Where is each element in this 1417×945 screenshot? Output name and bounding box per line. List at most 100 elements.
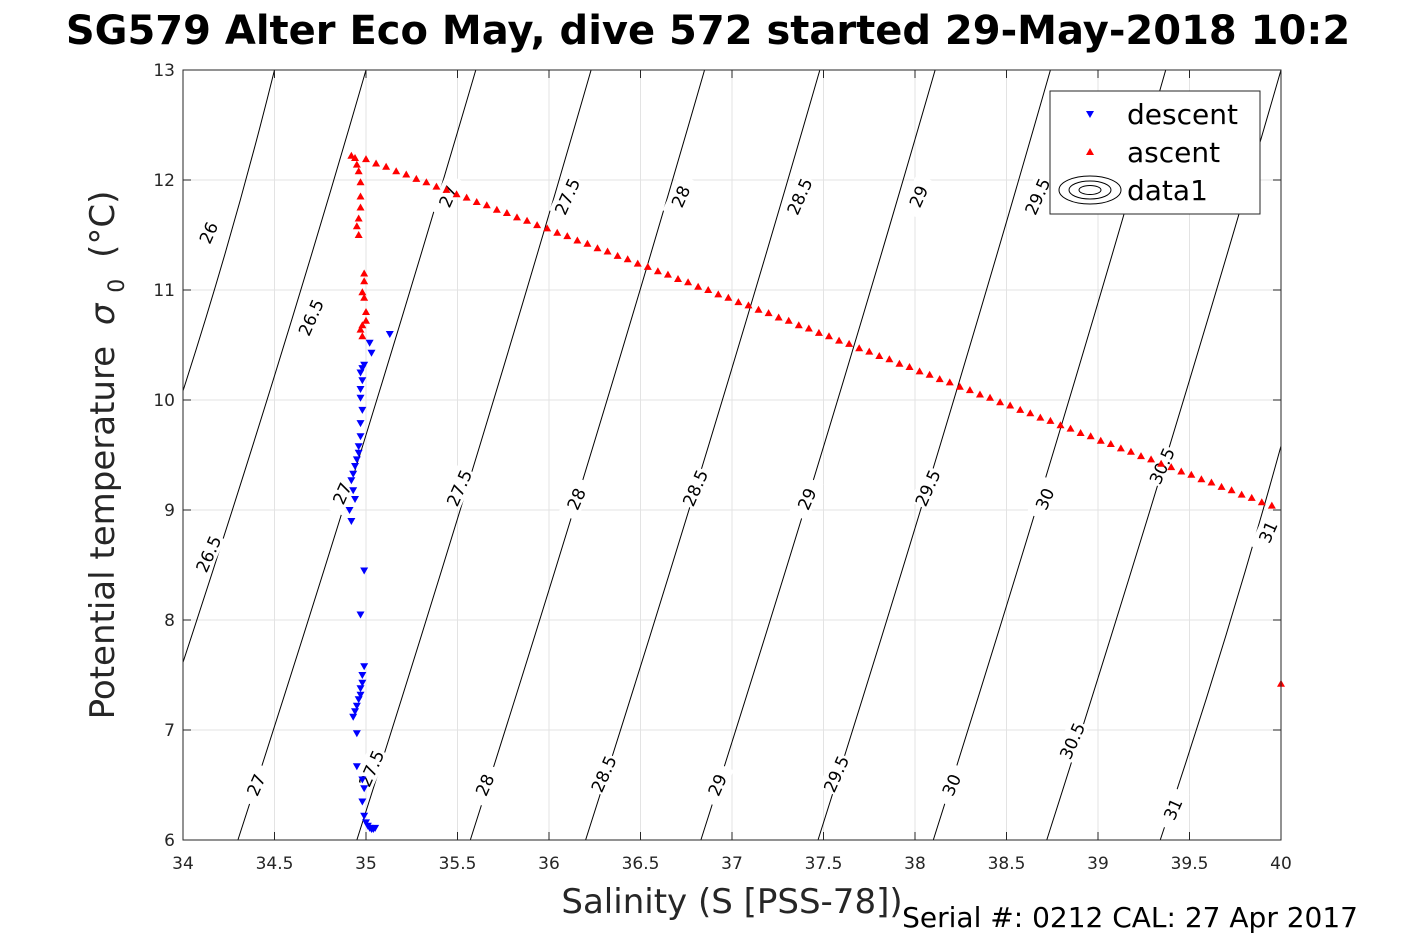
- descent-point: [356, 611, 365, 619]
- sigma-contour-label: 29: [788, 476, 824, 521]
- x-tick-label: 37.5: [805, 854, 843, 874]
- sigma-contour-label: 29: [699, 762, 734, 807]
- contour-label-bg: [1154, 786, 1190, 832]
- ascent-point: [1076, 429, 1085, 436]
- legend-data1-label: data1: [1127, 174, 1208, 207]
- sigma-contour-label: 28.5: [781, 173, 817, 219]
- ascent-point: [955, 382, 964, 390]
- sigma-contour-line: [356, 69, 592, 841]
- descent-point: [349, 470, 358, 478]
- ascent-point: [945, 378, 954, 386]
- contour-label-text: 27.5: [356, 748, 390, 791]
- sigma-contour-label: 27: [238, 762, 273, 807]
- ascent-point: [744, 301, 753, 309]
- descent-point: [365, 339, 374, 347]
- data-series: [345, 151, 1285, 833]
- ascent-point: [724, 293, 733, 301]
- x-axis-label: Salinity (S [PSS-78]): [561, 882, 902, 922]
- contour-label-bg: [549, 173, 584, 219]
- sigma-contour-label: 31: [1250, 509, 1285, 554]
- ascent-point: [372, 159, 381, 167]
- legend-ascent-marker-icon: [1086, 148, 1094, 155]
- x-tick-label: 38: [904, 854, 926, 874]
- ascent-point: [356, 192, 365, 200]
- contour-label-bg: [190, 210, 225, 255]
- x-tick-label: 38.5: [988, 854, 1026, 874]
- legend-box: [1049, 90, 1261, 215]
- contour-label-bg: [699, 762, 734, 807]
- descent-point: [352, 702, 361, 710]
- contour-label-text: 28.5: [588, 753, 622, 796]
- ascent-point: [1257, 498, 1266, 506]
- ascent-point: [784, 316, 793, 324]
- axis-ticks: 34 34.5 35 35.5 36 36.5 37 37.5 38 38.5 39 39.5 40 6 7…: [153, 61, 1291, 874]
- contour-label-bg: [190, 531, 225, 576]
- ascent-point: [653, 267, 662, 275]
- ascent-point: [352, 160, 361, 168]
- descent-point: [367, 349, 376, 357]
- descent-point: [352, 730, 361, 738]
- ascent-point: [885, 355, 894, 363]
- descent-point: [352, 456, 361, 464]
- ascent-point: [905, 363, 914, 370]
- descent-point: [358, 377, 367, 385]
- sigma-contour-label: 26.5: [292, 294, 329, 340]
- ascent-point: [986, 393, 995, 401]
- ascent-point: [412, 174, 421, 182]
- ascent-point: [764, 309, 773, 317]
- descent-point: [358, 672, 367, 679]
- ascent-point: [674, 275, 683, 282]
- descent-point: [347, 477, 356, 485]
- ascent-point: [492, 205, 501, 213]
- sigma-contour-label: 26.5: [190, 531, 226, 576]
- ascent-point: [915, 367, 924, 375]
- ascent-point: [472, 198, 481, 205]
- ascent-point: [1026, 409, 1035, 417]
- y-tick-label: 6: [164, 831, 175, 851]
- contour-label-text: 28.5: [679, 467, 713, 510]
- contour-label-text: 30.5: [1056, 720, 1090, 763]
- ascent-point: [354, 214, 363, 222]
- contour-label-bg: [788, 476, 824, 521]
- sigma-contour-label: 30: [933, 762, 968, 807]
- ascent-point: [1016, 405, 1025, 413]
- descent-point: [349, 713, 358, 721]
- x-tick-label: 36.5: [622, 854, 660, 874]
- descent-point: [356, 420, 365, 428]
- density-contour-labels: 26 26.5 27 27.5 28 28.5 29 29.5 30 26.5 27 27.5 28 28…: [190, 173, 1285, 832]
- ascent-point: [935, 375, 944, 383]
- contour-label-text: 26.5: [295, 297, 329, 340]
- ascent-point: [452, 190, 461, 198]
- x-tick-label: 35.5: [439, 854, 477, 874]
- contour-label-bg: [662, 173, 698, 219]
- ascent-point: [704, 286, 713, 293]
- chart-title: SG579 Alter Eco May, dive 572 started 29…: [66, 8, 1350, 54]
- contour-label-bg: [781, 173, 817, 219]
- x-tick-label: 34: [172, 854, 194, 874]
- ascent-point: [814, 328, 823, 336]
- serial-calibration-note: Serial #: 0212 CAL: 27 Apr 2017: [902, 901, 1358, 934]
- ascent-point: [356, 178, 365, 186]
- ascent-point: [360, 293, 369, 301]
- ascent-point: [1056, 421, 1065, 429]
- ascent-point: [1217, 482, 1226, 490]
- sigma-contour-line: [182, 69, 367, 663]
- descent-point: [356, 691, 365, 699]
- descent-point: [385, 331, 394, 338]
- legend-ascent-label: ascent: [1127, 136, 1220, 169]
- sigma-contour-line: [1159, 445, 1282, 841]
- ascent-point: [694, 282, 703, 290]
- x-tick-label: 35: [355, 854, 377, 874]
- ascent-point: [1207, 478, 1216, 486]
- ascent-point: [402, 170, 411, 178]
- ascent-point: [1137, 452, 1146, 460]
- descent-point: [354, 443, 363, 451]
- y-axis-label-unit: (°C): [83, 191, 123, 258]
- ascent-point: [593, 244, 602, 252]
- ascent-point: [875, 352, 884, 359]
- contour-label-bg: [441, 465, 476, 510]
- descent-point: [351, 463, 360, 470]
- ascent-point: [354, 231, 363, 238]
- x-tick-label: 39.5: [1171, 854, 1209, 874]
- sigma-contour-label: 26: [190, 210, 225, 255]
